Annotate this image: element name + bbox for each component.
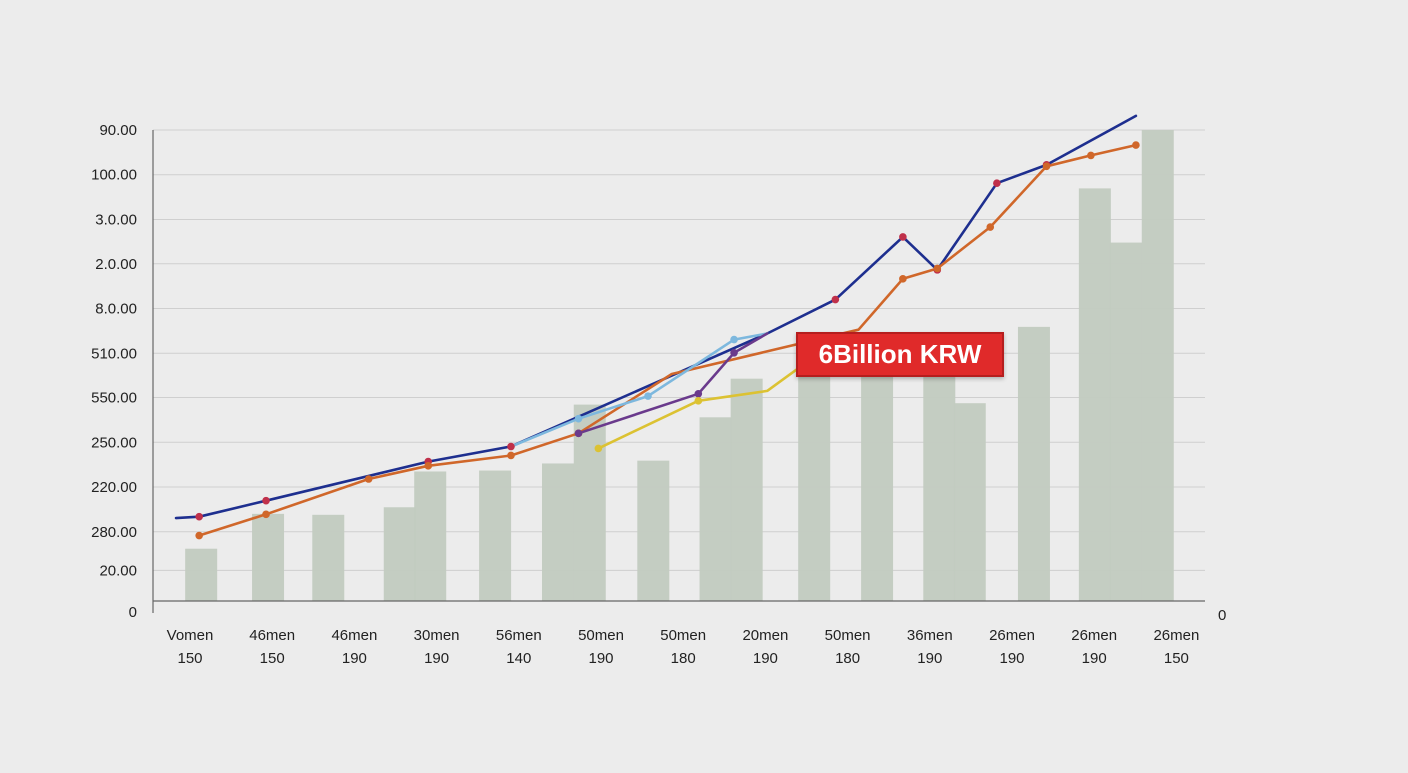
- bar: [383, 507, 416, 601]
- series-line-orange: [197, 143, 1138, 537]
- series-marker-navy: [262, 496, 270, 505]
- bar: [541, 463, 574, 601]
- bar: [414, 471, 447, 601]
- y-tick-label: 20.00: [99, 562, 137, 579]
- x-tick-sublabel: 150: [177, 650, 202, 667]
- series-marker-light-blue: [644, 392, 652, 400]
- x-tick-label: 26men: [1071, 627, 1117, 644]
- series-marker-orange: [933, 264, 942, 273]
- bar: [1078, 188, 1111, 602]
- x-tick-sublabel: 190: [1082, 650, 1107, 667]
- x-tick-label: 26men: [1153, 627, 1199, 644]
- x-tick-label: 26men: [989, 627, 1035, 644]
- y-tick-label: 250.00: [91, 434, 137, 451]
- x-tick-label: 50men: [660, 627, 706, 644]
- series-marker-navy: [831, 295, 840, 304]
- bar: [699, 417, 732, 601]
- line-layer: [174, 114, 1138, 537]
- x-tick-label: 50men: [825, 627, 871, 644]
- series-marker-yellow: [594, 444, 603, 453]
- x-tick-sublabel: 180: [835, 650, 860, 667]
- series-marker-purple: [574, 429, 583, 438]
- series-marker-navy: [195, 512, 203, 521]
- y-tick-label: 3.0.00: [95, 211, 137, 228]
- x-tick-sublabel: 190: [917, 650, 942, 667]
- series-line-yellow: [597, 366, 800, 450]
- bar: [730, 378, 763, 601]
- series-marker-orange: [1042, 162, 1051, 171]
- x-tick-sublabel: 140: [506, 650, 531, 667]
- x-tick-sublabel: 150: [1164, 650, 1189, 667]
- series-line-purple: [577, 332, 769, 435]
- y-tick-label: 2.0.00: [95, 256, 137, 273]
- y-tick-label: 90.00: [99, 122, 137, 139]
- x-tick-sublabel: 190: [999, 650, 1024, 667]
- x-tick-sublabel: 190: [753, 650, 778, 667]
- bar: [1109, 242, 1142, 601]
- x-tick-sublabel: 180: [671, 650, 696, 667]
- y-tick-label: 0: [129, 604, 137, 621]
- x-tick-label: 46men: [331, 627, 377, 644]
- series-marker-light-blue: [730, 335, 738, 344]
- bar: [953, 403, 986, 601]
- x-tick-sublabel: 190: [424, 650, 449, 667]
- series-marker-navy: [899, 233, 907, 241]
- series-marker-navy: [507, 442, 515, 451]
- label-layer: 90.00 100.00 3.0.00 2.0.00 8.0.00 510.00 550.0…: [91, 122, 1226, 667]
- series-marker-orange: [986, 223, 995, 231]
- x-tick-sublabel: 190: [342, 650, 367, 667]
- bar: [252, 513, 285, 601]
- y-tick-label: 510.00: [91, 345, 137, 362]
- x-tick-label: Vomen: [167, 627, 214, 644]
- series-line-navy: [174, 114, 1138, 520]
- bar: [185, 548, 218, 601]
- bar: [798, 348, 831, 601]
- x-tick-label: 20men: [742, 627, 788, 644]
- axis-layer: [152, 130, 1205, 613]
- series-marker-orange: [262, 510, 270, 519]
- bar: [637, 460, 670, 601]
- y-tick-label: 280.00: [91, 524, 137, 541]
- series-marker-orange: [364, 475, 373, 483]
- series-marker-orange: [195, 531, 203, 540]
- right-axis-label: 0: [1218, 607, 1226, 624]
- annotation-callout: 6Billion KRW: [796, 332, 1004, 377]
- bar: [1141, 130, 1174, 601]
- bar: [573, 404, 606, 601]
- y-tick-label: 550.00: [91, 390, 137, 407]
- y-tick-label: 8.0.00: [95, 301, 137, 318]
- y-tick-label: 100.00: [91, 167, 137, 184]
- series-marker-purple: [730, 348, 738, 357]
- bar: [312, 514, 345, 601]
- series-marker-light-blue: [574, 414, 583, 423]
- bar: [861, 349, 894, 601]
- x-tick-sublabel: 190: [588, 650, 613, 667]
- bar: [1017, 326, 1050, 601]
- x-tick-label: 36men: [907, 627, 953, 644]
- x-tick-label: 46men: [249, 627, 295, 644]
- series-marker-yellow: [694, 397, 703, 405]
- x-tick-label: 56men: [496, 627, 542, 644]
- bar: [923, 349, 956, 601]
- x-tick-sublabel: 150: [260, 650, 285, 667]
- series-marker-orange: [899, 275, 907, 283]
- series-marker-orange: [507, 451, 515, 460]
- series-marker-orange: [424, 462, 433, 470]
- bar-layer: [185, 130, 1174, 602]
- marker-layer: [195, 141, 1140, 540]
- x-tick-label: 50men: [578, 627, 624, 644]
- y-tick-label: 220.00: [91, 479, 137, 496]
- series-marker-navy: [993, 179, 1001, 188]
- bar: [479, 470, 512, 601]
- x-tick-label: 30men: [414, 627, 460, 644]
- series-marker-orange: [1132, 141, 1140, 149]
- series-marker-purple: [694, 389, 703, 398]
- series-marker-orange: [1087, 151, 1095, 160]
